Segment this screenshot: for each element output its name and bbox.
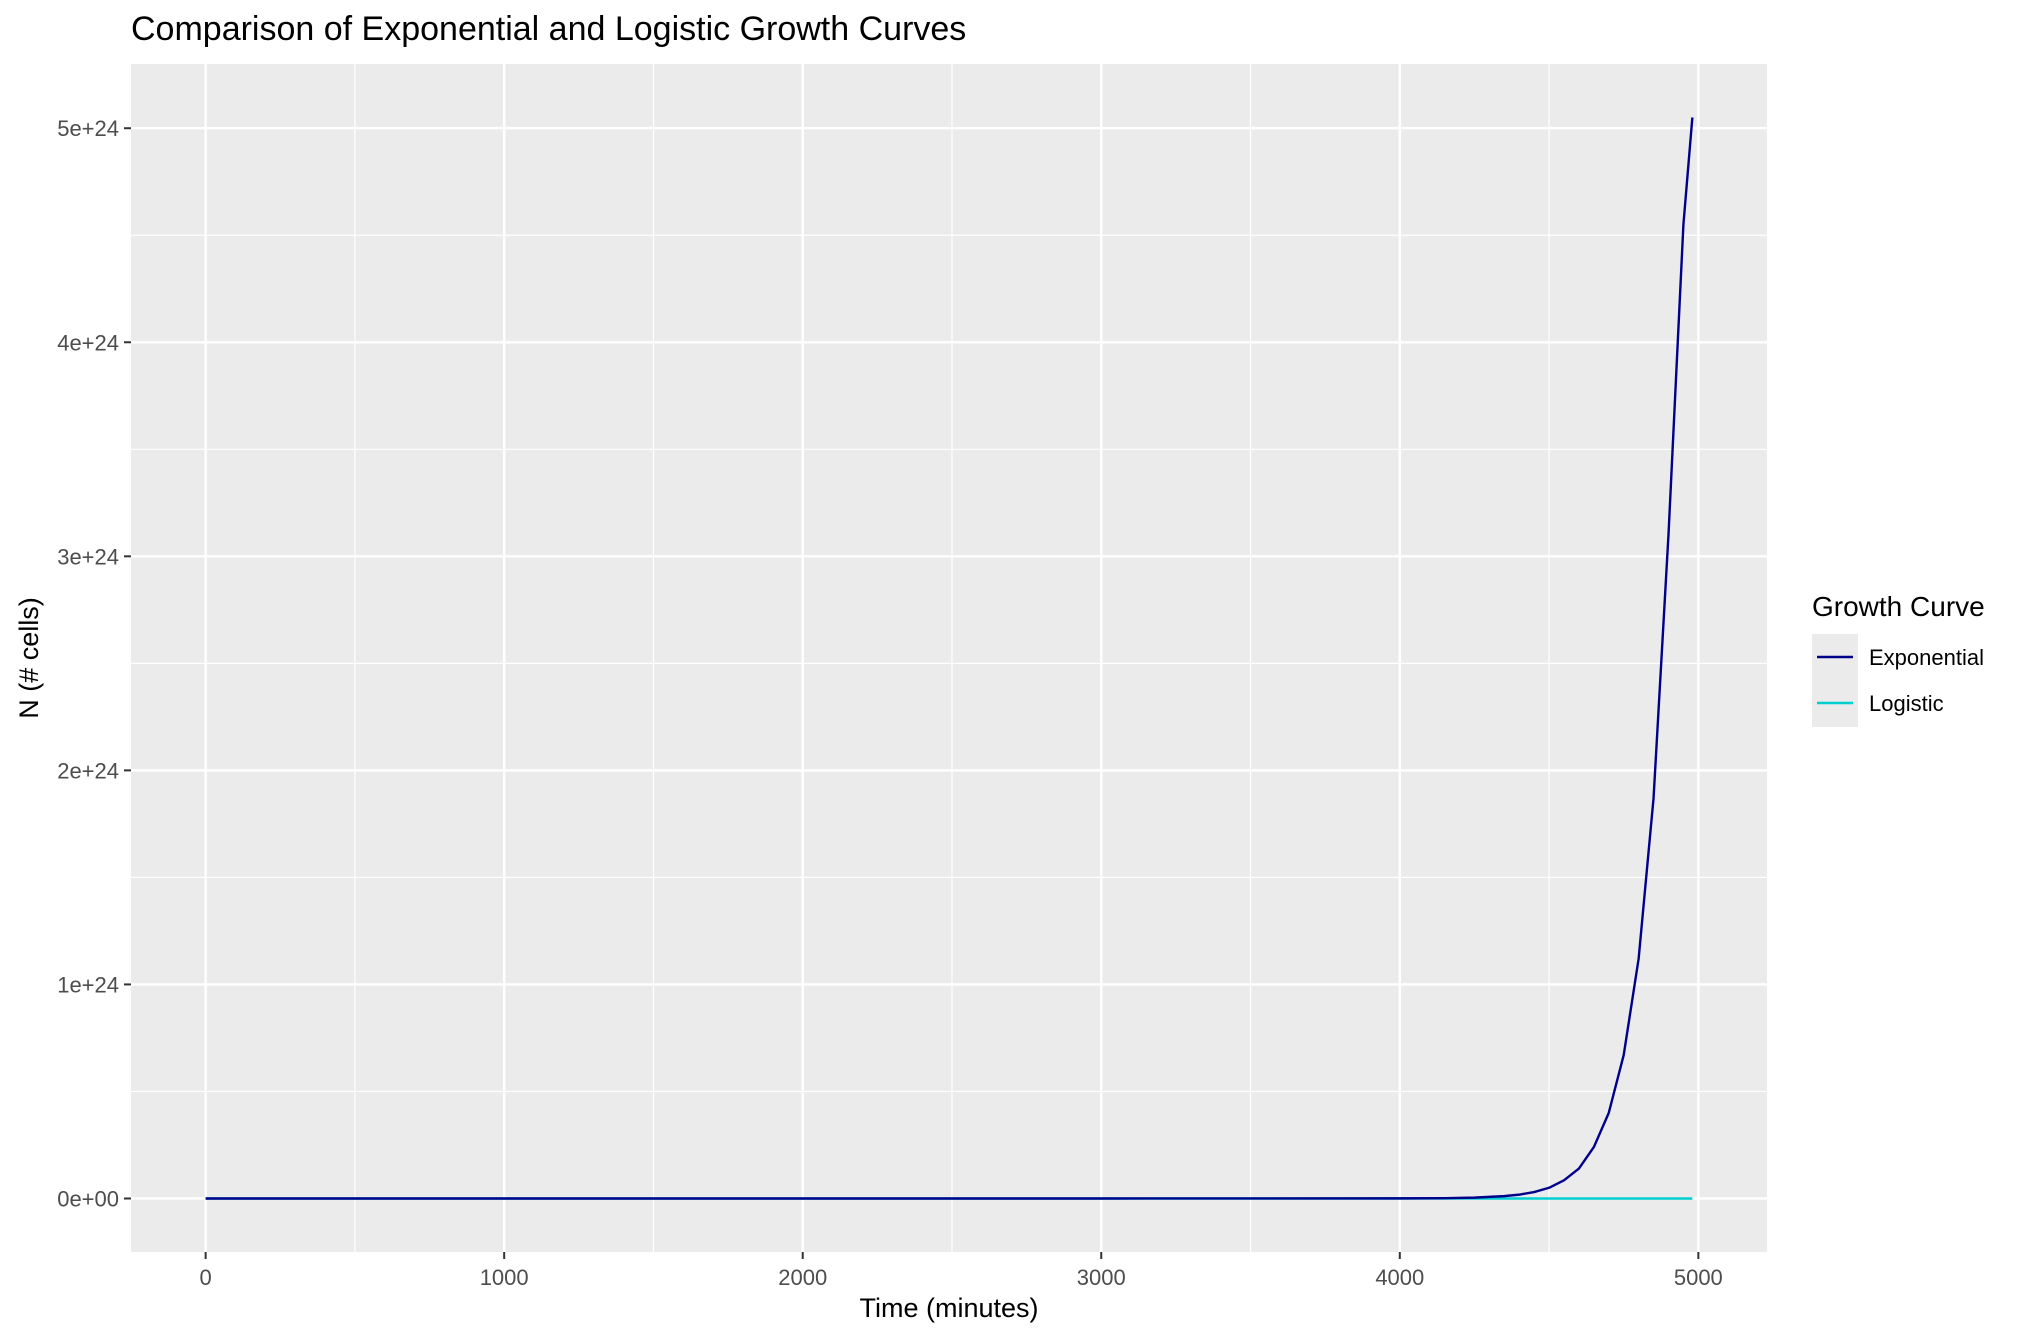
x-tick-label: 1000 <box>480 1265 529 1290</box>
y-tick-label: 1e+24 <box>57 972 119 997</box>
y-tick-label: 0e+00 <box>57 1186 119 1211</box>
legend: Growth Curve Exponential Logistic <box>1812 591 1985 727</box>
chart-title: Comparison of Exponential and Logistic G… <box>131 10 966 48</box>
y-tick-label: 5e+24 <box>57 116 119 141</box>
legend-items: Exponential Logistic <box>1817 645 1984 716</box>
y-axis-title: N (# cells) <box>14 597 44 719</box>
x-tick-label: 5000 <box>1674 1265 1723 1290</box>
series-layer <box>205 117 1694 1200</box>
y-tick-label: 3e+24 <box>57 544 119 569</box>
x-tick-label: 2000 <box>778 1265 827 1290</box>
y-tick-label: 2e+24 <box>57 758 119 783</box>
minor-gridlines <box>131 64 1767 1252</box>
legend-label-logistic: Logistic <box>1869 691 1944 716</box>
series-line-exponential <box>205 117 1694 1200</box>
x-axis: 0 1000 2000 3000 4000 5000 <box>200 1252 1723 1290</box>
y-tick-label: 4e+24 <box>57 330 119 355</box>
y-axis: 0e+00 1e+24 2e+24 3e+24 4e+24 5e+24 <box>57 116 131 1211</box>
x-tick-label: 4000 <box>1375 1265 1424 1290</box>
legend-label-exponential: Exponential <box>1869 645 1984 670</box>
x-axis-title: Time (minutes) <box>859 1293 1038 1323</box>
plot-panel <box>131 64 1767 1252</box>
legend-title: Growth Curve <box>1812 591 1985 622</box>
x-tick-label: 0 <box>200 1265 212 1290</box>
legend-key-background <box>1812 634 1858 727</box>
x-tick-label: 3000 <box>1077 1265 1126 1290</box>
